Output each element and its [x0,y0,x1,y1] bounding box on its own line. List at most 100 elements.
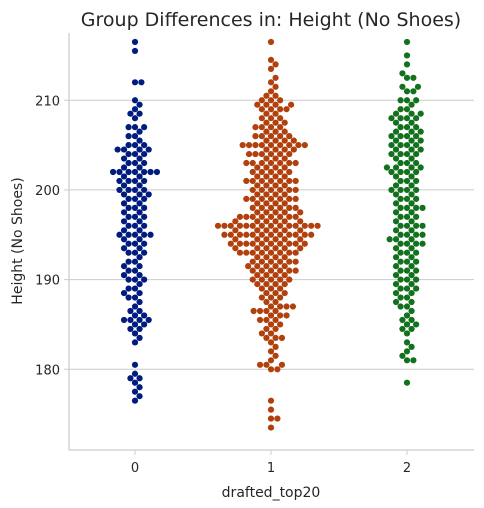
data-point [267,330,275,337]
data-point [263,307,270,315]
data-point [392,280,400,288]
data-point [292,222,299,229]
data-point [308,231,315,238]
data-point [267,424,275,431]
data-point [254,236,261,243]
data-point [272,173,279,180]
data-point [410,88,417,95]
data-point [408,182,415,189]
data-point [403,133,411,140]
data-point [136,289,143,297]
data-point [397,186,404,194]
data-point [263,218,270,225]
data-point [392,146,400,153]
data-point [131,204,139,211]
data-point [278,361,286,368]
data-point [292,249,299,256]
data-point [267,141,275,149]
data-point [131,312,139,319]
data-point [397,168,404,176]
data-point [408,137,415,144]
data-point [274,415,281,422]
data-point [277,204,284,211]
data-point [136,393,143,400]
data-point [127,110,134,117]
data-point [277,124,284,131]
data-point [286,240,293,247]
data-point [131,258,139,265]
data-point [254,164,261,171]
data-point [249,177,256,185]
data-point [263,92,270,99]
data-point [256,361,264,368]
data-point [408,191,415,198]
data-point [254,245,261,252]
data-point [277,195,284,203]
data-point [301,231,308,238]
data-point [403,379,411,386]
data-point [254,254,261,261]
data-point [281,173,288,180]
data-point [141,186,148,194]
data-point [392,119,400,126]
data-point [120,200,128,207]
data-point [243,231,250,238]
data-point [125,240,132,247]
data-point [297,236,304,243]
data-point [136,173,143,180]
data-point [413,168,420,176]
data-point [267,276,275,283]
data-point [286,150,293,158]
data-point [267,115,275,122]
data-point [249,168,256,176]
data-point [136,101,143,108]
data-point [272,182,279,189]
data-point [277,133,284,140]
data-point [243,240,250,247]
data-point [109,168,117,176]
data-point [408,298,415,306]
data-point [263,298,270,306]
data-point [267,294,275,301]
data-point [417,137,424,144]
data-point [403,249,411,256]
data-point [267,79,275,86]
data-point [277,222,284,229]
data-point [236,249,244,256]
data-point [281,254,288,261]
data-point [141,240,148,247]
data-point [267,357,275,364]
data-point [408,110,415,117]
data-point [125,159,132,167]
data-point [392,182,400,189]
data-point [267,339,275,346]
data-point [286,195,293,203]
data-point [263,200,270,207]
data-point [258,150,265,158]
data-point [116,168,123,176]
data-point [136,325,143,333]
data-point [136,298,143,306]
data-point [131,106,139,113]
data-point [397,204,404,211]
data-point [227,231,234,238]
data-point [267,56,275,64]
data-point [136,137,143,144]
data-point [249,276,256,283]
data-point [243,222,250,229]
data-point [267,97,275,104]
data-point [408,325,415,333]
data-point [403,213,411,220]
data-point [413,186,420,194]
data-point [145,146,152,153]
data-point [258,231,265,238]
data-point [267,65,275,72]
data-point [408,289,415,297]
data-point [256,316,264,324]
data-point [116,177,123,185]
data-point [408,245,415,252]
data-point [292,258,299,265]
data-point [258,133,265,140]
y-tick-label: 190 [35,274,60,289]
data-point [403,348,411,355]
